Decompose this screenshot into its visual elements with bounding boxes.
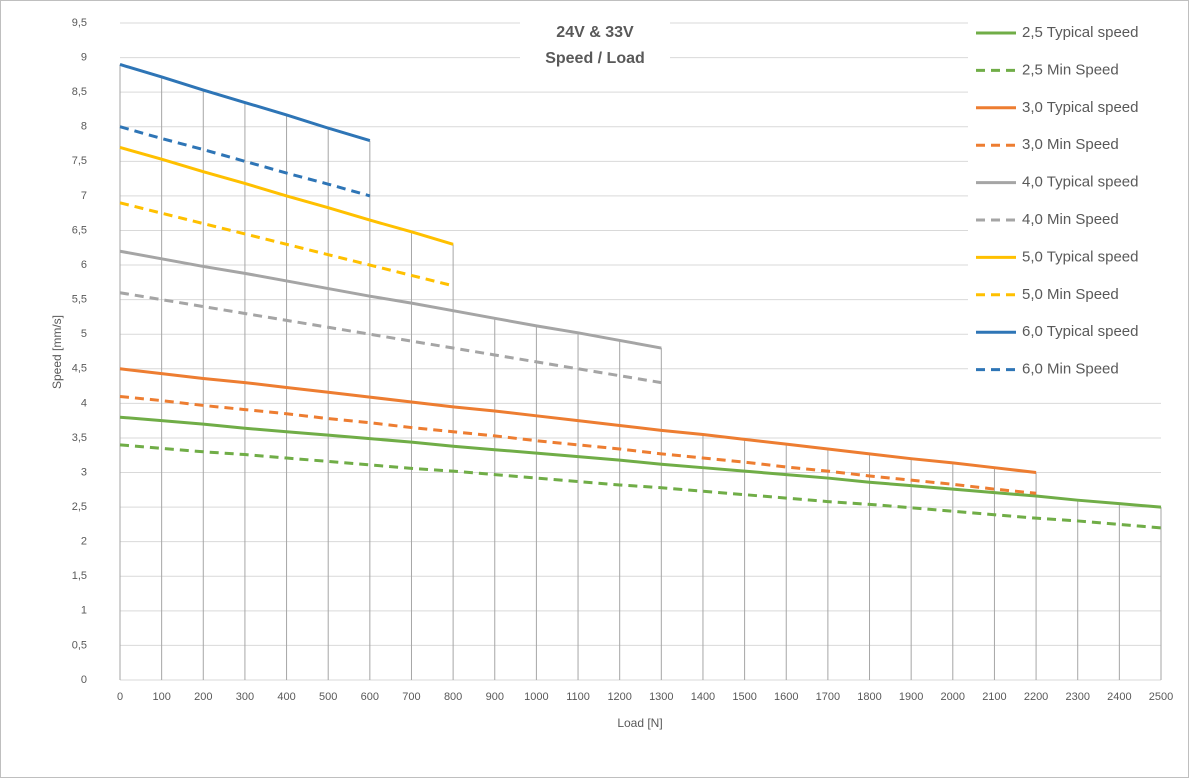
x-tick-label: 100 <box>152 691 170 703</box>
x-tick-label: 700 <box>402 691 420 703</box>
legend-label: 6,0 Min Speed <box>1022 361 1119 378</box>
legend-label: 3,0 Typical speed <box>1022 99 1138 116</box>
x-tick-label: 2000 <box>941 691 965 703</box>
legend-label: 2,5 Min Speed <box>1022 61 1119 78</box>
legend-label: 2,5 Typical speed <box>1022 24 1138 41</box>
x-tick-label: 900 <box>486 691 504 703</box>
y-tick-label: 9,5 <box>72 17 87 29</box>
x-axis-label: Load [N] <box>617 716 662 730</box>
x-tick-label: 2300 <box>1065 691 1089 703</box>
y-tick-label: 4 <box>81 397 87 409</box>
y-tick-label: 4,5 <box>72 363 87 375</box>
y-axis-label: Speed [mm/s] <box>50 315 64 389</box>
x-tick-label: 800 <box>444 691 462 703</box>
legend-box <box>968 18 1168 388</box>
series-line <box>119 63 371 143</box>
x-tick-label: 0 <box>117 691 123 703</box>
legend-label: 3,0 Min Speed <box>1022 136 1119 153</box>
series-line <box>119 201 454 288</box>
y-tick-label: 2,5 <box>72 501 87 513</box>
chart-title: 24V & 33V <box>556 24 634 41</box>
y-tick-label: 0 <box>81 674 87 686</box>
x-tick-label: 200 <box>194 691 212 703</box>
legend-label: 5,0 Min Speed <box>1022 286 1119 303</box>
x-tick-label: 1000 <box>524 691 548 703</box>
y-tick-label: 5,5 <box>72 294 87 306</box>
x-tick-label: 1300 <box>649 691 673 703</box>
x-tick-label: 1800 <box>857 691 881 703</box>
x-tick-label: 2500 <box>1149 691 1173 703</box>
y-tick-label: 8,5 <box>72 86 87 98</box>
legend-label: 4,0 Typical speed <box>1022 174 1138 191</box>
y-tick-label: 7,5 <box>72 155 87 167</box>
series-line <box>119 443 1162 530</box>
y-tick-label: 6,5 <box>72 224 87 236</box>
y-tick-label: 8 <box>81 121 87 133</box>
title-box <box>520 18 670 76</box>
legend-label: 5,0 Typical speed <box>1022 248 1138 265</box>
series-line <box>119 291 662 385</box>
y-tick-label: 9 <box>81 51 87 63</box>
y-tick-label: 5 <box>81 328 87 340</box>
legend-label: 6,0 Typical speed <box>1022 323 1138 340</box>
x-tick-label: 2400 <box>1107 691 1131 703</box>
series-line <box>119 394 1037 495</box>
x-tick-label: 300 <box>236 691 254 703</box>
x-tick-label: 600 <box>361 691 379 703</box>
series-line <box>119 125 371 198</box>
x-tick-label: 1500 <box>732 691 756 703</box>
y-tick-label: 0,5 <box>72 639 87 651</box>
series-line <box>119 249 662 350</box>
series-line <box>119 367 1037 475</box>
y-tick-label: 2 <box>81 536 87 548</box>
y-tick-label: 3,5 <box>72 432 87 444</box>
chart-subtitle: Speed / Load <box>545 50 645 67</box>
x-tick-label: 2100 <box>982 691 1006 703</box>
series-line <box>119 415 1162 509</box>
y-tick-label: 1,5 <box>72 570 87 582</box>
x-tick-label: 1600 <box>774 691 798 703</box>
x-tick-label: 1700 <box>816 691 840 703</box>
x-tick-label: 2200 <box>1024 691 1048 703</box>
x-tick-label: 400 <box>277 691 295 703</box>
y-tick-label: 7 <box>81 190 87 202</box>
y-tick-label: 1 <box>81 605 87 617</box>
x-tick-label: 1200 <box>607 691 631 703</box>
series-line <box>119 146 454 246</box>
x-tick-label: 500 <box>319 691 337 703</box>
y-tick-label: 6 <box>81 259 87 271</box>
x-tick-label: 1900 <box>899 691 923 703</box>
y-tick-label: 3 <box>81 466 87 478</box>
x-tick-label: 1400 <box>691 691 715 703</box>
legend-label: 4,0 Min Speed <box>1022 211 1119 228</box>
x-tick-label: 1100 <box>566 691 590 703</box>
